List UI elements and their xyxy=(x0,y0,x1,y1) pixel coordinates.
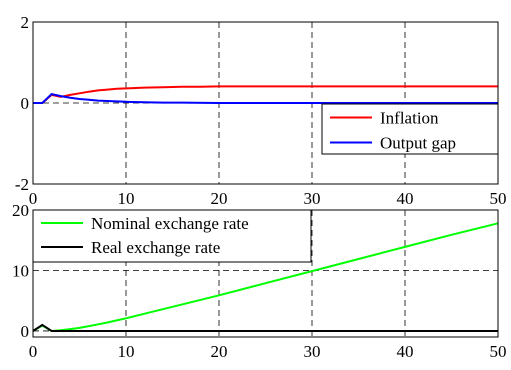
y-tick-label: 2 xyxy=(21,13,30,32)
x-tick-label: 20 xyxy=(211,189,228,208)
y-tick-label: 20 xyxy=(12,201,29,220)
y-tick-label: 0 xyxy=(21,94,30,113)
legend-label: Output gap xyxy=(380,134,456,153)
x-tick-label: 0 xyxy=(29,342,38,361)
chart-bottom: 0 10 20 30 40 50 0 10 20 Nominal exchange rate Rea… xyxy=(12,201,507,361)
x-tick-label: 10 xyxy=(118,342,135,361)
x-tick-label: 0 xyxy=(29,189,38,208)
legend-label: Inflation xyxy=(380,109,439,128)
series-line-output-gap xyxy=(33,93,498,104)
legend-label: Real exchange rate xyxy=(91,238,220,257)
legend-box xyxy=(321,103,499,155)
x-tick-label: 50 xyxy=(490,342,507,361)
legend: Inflation Output gap xyxy=(321,103,499,155)
x-tick-label: 10 xyxy=(118,189,135,208)
series-line-real-exchange-rate xyxy=(32,323,498,332)
legend: Nominal exchange rate Real exchange rate xyxy=(32,209,312,263)
x-tick-label: 40 xyxy=(397,342,414,361)
x-tick-label: 30 xyxy=(304,342,321,361)
legend-box xyxy=(32,209,312,263)
y-tick-label: 10 xyxy=(12,261,29,280)
legend-label: Nominal exchange rate xyxy=(91,214,249,233)
y-tick-label: -2 xyxy=(15,175,29,194)
x-tick-label: 30 xyxy=(304,189,321,208)
y-tick-label: 0 xyxy=(21,322,30,341)
x-tick-label: 50 xyxy=(490,189,507,208)
x-tick-label: 40 xyxy=(397,189,414,208)
x-tick-label: 20 xyxy=(211,342,228,361)
plot-border xyxy=(32,21,499,185)
